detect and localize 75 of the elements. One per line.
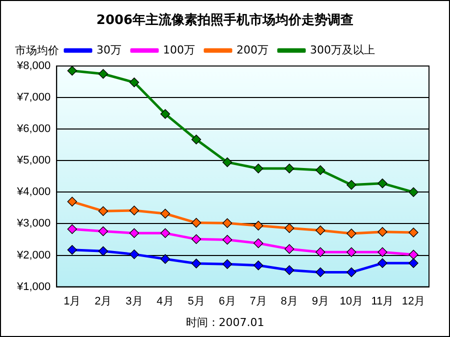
point	[222, 259, 232, 269]
point	[160, 228, 170, 238]
y-tick-label: ¥7,000	[16, 92, 51, 104]
y-tick-label: ¥6,000	[16, 123, 51, 136]
point	[222, 234, 232, 245]
point	[98, 206, 108, 216]
x-tick-label: 9月	[312, 295, 329, 308]
point	[253, 260, 264, 270]
legend-label: 300万及以上	[310, 43, 375, 56]
point	[346, 228, 356, 238]
point	[129, 228, 140, 238]
x-tick-label: 7月	[250, 295, 267, 308]
x-tick-label: 1月	[64, 295, 81, 308]
point	[67, 224, 78, 234]
point	[378, 247, 388, 257]
point	[284, 265, 294, 275]
x-tick-label: 4月	[156, 295, 174, 308]
y-tick-label: ¥1,000	[16, 280, 51, 293]
point	[67, 196, 78, 206]
y-axis-title: 市场均价	[15, 43, 59, 58]
text: 时间：2007.01	[184, 315, 266, 330]
y-tick-label: ¥3,000	[16, 218, 51, 230]
y-tick-label: ¥5,000	[16, 154, 51, 167]
point	[284, 164, 294, 174]
legend-label: 100万	[163, 43, 196, 56]
point	[160, 254, 170, 264]
point	[129, 78, 140, 88]
legend-label: 200万	[236, 43, 268, 56]
x-tick-label: 2月	[94, 295, 112, 308]
point	[222, 157, 232, 168]
y-tick-label: ¥8,000	[16, 60, 51, 72]
point	[346, 267, 356, 278]
x-tick-label: 8月	[280, 295, 298, 308]
x-tick-label: 10月	[340, 295, 364, 308]
point	[346, 180, 356, 190]
point	[346, 247, 356, 257]
x-tick-label: 6月	[218, 295, 236, 308]
point	[284, 223, 294, 233]
y-tick-label: ¥4,000	[16, 186, 51, 198]
point	[316, 225, 326, 236]
point	[129, 206, 140, 216]
chart-title: 2006年主流像素拍照手机市场均价走势调查	[95, 12, 355, 29]
x-tick-label: 12月	[402, 295, 426, 308]
point	[191, 218, 202, 228]
y-tick-label: ¥2,000	[16, 249, 51, 262]
point	[191, 258, 202, 268]
x-tick-label: 11月	[371, 295, 394, 308]
point	[160, 109, 170, 119]
point	[316, 165, 326, 175]
point	[67, 245, 78, 255]
point	[253, 164, 264, 174]
point	[222, 218, 232, 228]
point	[408, 258, 418, 268]
point	[284, 244, 294, 254]
point	[408, 228, 418, 238]
point	[378, 258, 388, 268]
point	[253, 238, 264, 248]
point	[378, 227, 388, 237]
point	[253, 220, 264, 230]
point	[191, 234, 202, 244]
legend-label: 30万	[96, 43, 122, 56]
point	[408, 250, 418, 260]
point	[316, 247, 326, 257]
point	[378, 178, 388, 188]
point	[408, 187, 418, 198]
point	[316, 267, 326, 278]
point	[98, 226, 108, 236]
point	[98, 246, 108, 256]
point	[160, 208, 170, 218]
x-tick-label: 3月	[126, 295, 143, 308]
point	[67, 66, 78, 76]
x-tick-label: 5月	[188, 295, 205, 308]
point	[191, 134, 202, 144]
point	[129, 249, 140, 260]
point	[98, 69, 108, 79]
